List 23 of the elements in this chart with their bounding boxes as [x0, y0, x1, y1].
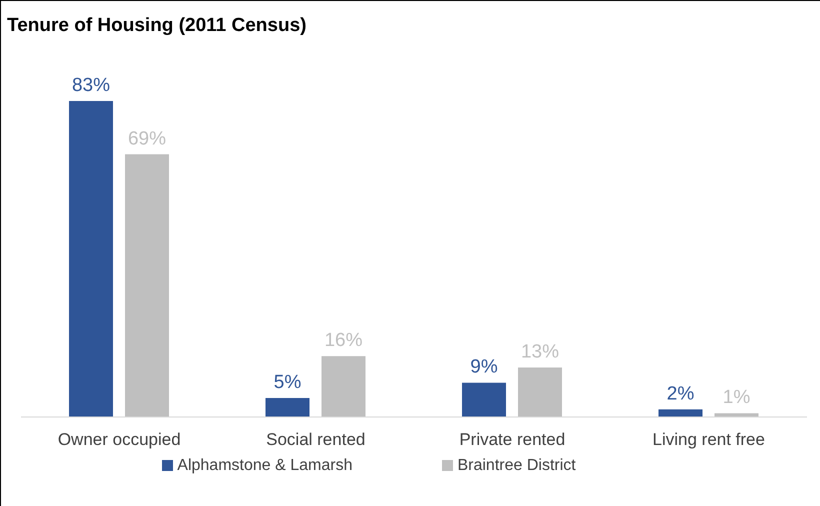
x-tick-label: Private rented — [459, 430, 566, 450]
x-tick-label: Living rent free — [652, 430, 765, 450]
data-label: 83% — [72, 75, 110, 96]
data-label: 69% — [128, 128, 166, 150]
x-tick-label: Owner occupied — [58, 430, 181, 450]
bar — [69, 101, 113, 417]
x-tick-label: Social rented — [266, 430, 366, 450]
data-label: 1% — [722, 387, 750, 408]
bar — [518, 368, 562, 417]
chart-title: Tenure of Housing (2011 Census) — [7, 15, 306, 37]
data-label: 16% — [324, 330, 363, 352]
data-label: 2% — [666, 383, 694, 404]
data-label: 9% — [470, 356, 498, 378]
bar — [125, 154, 169, 417]
bar — [462, 382, 506, 417]
bar — [714, 413, 758, 417]
data-label: 13% — [520, 342, 560, 363]
bar — [322, 356, 366, 417]
data-label: 5% — [274, 372, 302, 393]
bar — [658, 409, 702, 417]
legend-label: Braintree District — [457, 457, 576, 474]
legend-label: Alphamstone & Lamarsh — [177, 457, 352, 474]
bar — [266, 398, 310, 417]
